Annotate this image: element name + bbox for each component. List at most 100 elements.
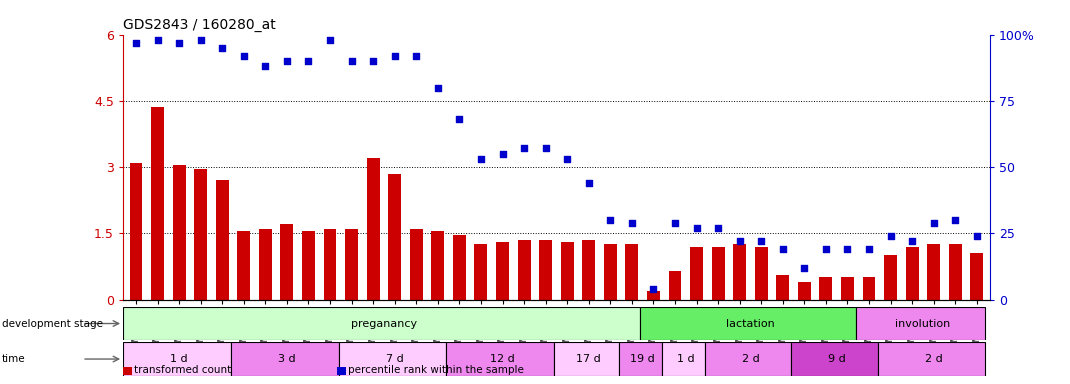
Bar — [388, 174, 401, 300]
Bar — [518, 240, 531, 300]
Bar — [302, 231, 315, 300]
Text: 1 d: 1 d — [170, 354, 188, 364]
Bar — [431, 231, 444, 300]
Bar — [123, 307, 641, 340]
Point — [688, 225, 705, 231]
Bar — [561, 242, 574, 300]
Point — [645, 286, 662, 292]
Bar — [129, 163, 142, 300]
Bar — [647, 291, 660, 300]
Point — [947, 217, 964, 223]
Bar — [712, 247, 724, 300]
Point — [343, 58, 361, 64]
Bar — [603, 244, 616, 300]
Bar — [662, 342, 705, 376]
Point — [193, 37, 210, 43]
Point — [731, 238, 748, 244]
Bar — [539, 240, 552, 300]
Bar — [754, 247, 767, 300]
Point — [214, 45, 231, 51]
Point — [817, 246, 835, 252]
Bar — [172, 165, 185, 300]
Text: 2 d: 2 d — [742, 354, 760, 364]
Point — [127, 40, 144, 46]
Bar — [496, 242, 509, 300]
Point — [257, 63, 274, 70]
Bar — [216, 180, 229, 300]
Point — [429, 84, 446, 91]
Bar — [231, 342, 338, 376]
Bar — [338, 342, 446, 376]
Bar — [554, 342, 618, 376]
Bar — [151, 108, 164, 300]
Text: 7 d: 7 d — [386, 354, 403, 364]
Point — [559, 156, 576, 162]
Bar — [862, 277, 875, 300]
Text: 12 d: 12 d — [490, 354, 515, 364]
Bar — [618, 342, 662, 376]
Bar — [367, 158, 380, 300]
Bar — [323, 229, 336, 300]
Point — [386, 53, 403, 59]
Text: development stage: development stage — [2, 318, 103, 329]
Bar — [280, 225, 293, 300]
Bar — [410, 229, 423, 300]
Bar — [690, 247, 703, 300]
Point — [321, 37, 338, 43]
Bar — [238, 231, 250, 300]
Point — [624, 220, 641, 226]
Point — [882, 233, 899, 239]
Text: 19 d: 19 d — [630, 354, 655, 364]
Bar — [346, 229, 358, 300]
Bar — [856, 307, 985, 340]
Text: 1 d: 1 d — [677, 354, 694, 364]
Text: involution: involution — [896, 318, 950, 329]
Point — [365, 58, 382, 64]
Point — [796, 265, 813, 271]
Point — [516, 146, 533, 152]
Point — [775, 246, 792, 252]
Bar — [194, 169, 208, 300]
Point — [450, 116, 468, 122]
Point — [903, 238, 920, 244]
Bar — [877, 342, 985, 376]
Bar — [841, 277, 854, 300]
Point — [709, 225, 727, 231]
Bar — [820, 277, 832, 300]
Bar — [705, 342, 792, 376]
Point — [752, 238, 769, 244]
Text: transformed count: transformed count — [134, 365, 231, 375]
Text: 2 d: 2 d — [924, 354, 943, 364]
Bar — [777, 275, 790, 300]
Point — [601, 217, 618, 223]
Point — [494, 151, 511, 157]
Point — [968, 233, 985, 239]
Bar — [928, 244, 941, 300]
Bar — [905, 247, 919, 300]
Bar — [884, 255, 897, 300]
Bar — [798, 282, 811, 300]
Point — [580, 180, 597, 186]
Text: time: time — [2, 354, 26, 364]
Point — [149, 37, 166, 43]
Bar — [733, 244, 746, 300]
Bar — [625, 244, 639, 300]
Text: 9 d: 9 d — [828, 354, 845, 364]
Point — [839, 246, 856, 252]
Bar — [641, 307, 856, 340]
Bar — [474, 244, 488, 300]
Bar — [949, 244, 962, 300]
Bar — [582, 240, 595, 300]
Point — [408, 53, 425, 59]
Point — [278, 58, 295, 64]
Point — [170, 40, 187, 46]
Text: percentile rank within the sample: percentile rank within the sample — [348, 365, 523, 375]
Point — [537, 146, 554, 152]
Bar — [970, 253, 983, 300]
Point — [667, 220, 684, 226]
Point — [860, 246, 877, 252]
Point — [472, 156, 489, 162]
Text: preganancy: preganancy — [351, 318, 417, 329]
Bar — [792, 342, 877, 376]
Bar — [669, 271, 682, 300]
